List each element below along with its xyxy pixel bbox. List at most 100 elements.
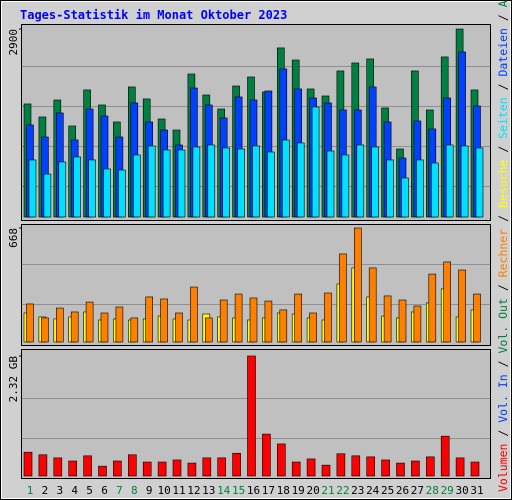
x-tick-label: 10 (157, 484, 170, 497)
x-tick-label: 21 (321, 484, 334, 497)
y-tick-label: 668 (7, 228, 20, 248)
legend-separator: / (496, 208, 510, 229)
bar (142, 461, 152, 477)
bar (326, 150, 335, 218)
legend-separator: / (496, 77, 510, 98)
x-tick-label: 18 (277, 484, 290, 497)
bar (339, 253, 347, 343)
bar (85, 301, 94, 343)
bar (443, 261, 452, 343)
legend-entry: Besuche (496, 160, 510, 209)
x-tick-label: 9 (146, 484, 153, 497)
bar (413, 305, 422, 343)
bar (26, 303, 34, 343)
bar (160, 298, 168, 343)
x-tick-label: 26 (396, 484, 409, 497)
bar (130, 317, 139, 343)
legend-entry: Vol. In (496, 374, 510, 422)
bar (470, 461, 480, 477)
bar (396, 462, 405, 477)
bar (294, 293, 303, 343)
x-tick-label: 12 (187, 484, 200, 497)
bar (23, 451, 33, 477)
x-tick-label: 17 (262, 484, 275, 497)
bar (192, 146, 201, 218)
bar (296, 142, 305, 218)
bar (222, 147, 230, 218)
x-tick-label: 16 (247, 484, 260, 497)
bar (368, 267, 377, 343)
bar (234, 293, 243, 343)
bar (41, 317, 49, 343)
legend-separator: / (496, 7, 510, 28)
chart-title: Tages-Statistik im Monat Oktober 2023 (20, 8, 287, 22)
bar (473, 293, 481, 343)
bar (28, 159, 37, 218)
bar (356, 144, 365, 218)
bar (425, 456, 435, 477)
bar (264, 300, 273, 343)
x-tick-label: 4 (71, 484, 78, 497)
bar (55, 307, 64, 343)
bar (128, 454, 137, 477)
bar (458, 269, 466, 343)
x-tick-label: 6 (101, 484, 108, 497)
bar (411, 460, 420, 477)
bar (430, 162, 439, 218)
bar (351, 455, 361, 477)
bar (262, 433, 271, 477)
bar (445, 144, 454, 218)
bar (43, 173, 52, 218)
bar (279, 309, 288, 343)
bar (309, 312, 317, 343)
x-tick-label: 28 (426, 484, 439, 497)
x-tick-label: 23 (351, 484, 364, 497)
bar (157, 461, 167, 477)
bar (383, 295, 392, 343)
bar (103, 168, 111, 218)
legend-entry: Seiten (496, 97, 510, 139)
bar (440, 435, 450, 477)
x-tick-label: 3 (56, 484, 63, 497)
bar (162, 149, 171, 218)
bar (207, 144, 216, 218)
bar (83, 455, 92, 477)
bar (53, 457, 63, 477)
legend-entry: Anfragen (496, 0, 510, 7)
x-tick-label: 1 (27, 484, 34, 497)
bar (381, 459, 390, 477)
legend-entry: Vol. Out (496, 298, 510, 353)
bar (219, 299, 228, 343)
bar (232, 452, 241, 477)
bar (276, 443, 286, 477)
x-tick-label: 29 (441, 484, 454, 497)
x-tick-label: 24 (366, 484, 380, 497)
bar (202, 457, 212, 477)
legend-entry: Rechner (496, 229, 510, 278)
y-tick-label: 2.32 GB (7, 356, 20, 403)
panel (21, 349, 491, 479)
x-tick-label: 27 (411, 484, 424, 497)
x-tick-label: 14 (217, 484, 231, 497)
bar (341, 154, 350, 218)
legend-entry: Volumen (496, 444, 510, 492)
x-tick-label: 5 (86, 484, 93, 497)
bar (267, 151, 275, 218)
bar (175, 312, 183, 343)
bar (98, 465, 107, 477)
bar (115, 306, 124, 343)
bar (113, 460, 122, 477)
bar (70, 311, 79, 343)
bar (100, 312, 109, 343)
bar (247, 355, 256, 477)
legend-separator: / (496, 139, 510, 160)
x-tick-label: 11 (172, 484, 185, 497)
bar (428, 273, 437, 343)
bar (190, 286, 198, 343)
bar (306, 458, 316, 477)
bar (58, 161, 67, 218)
y-tick-label: 2900 (7, 29, 20, 56)
x-tick-label: 7 (116, 484, 123, 497)
bar (177, 149, 186, 218)
